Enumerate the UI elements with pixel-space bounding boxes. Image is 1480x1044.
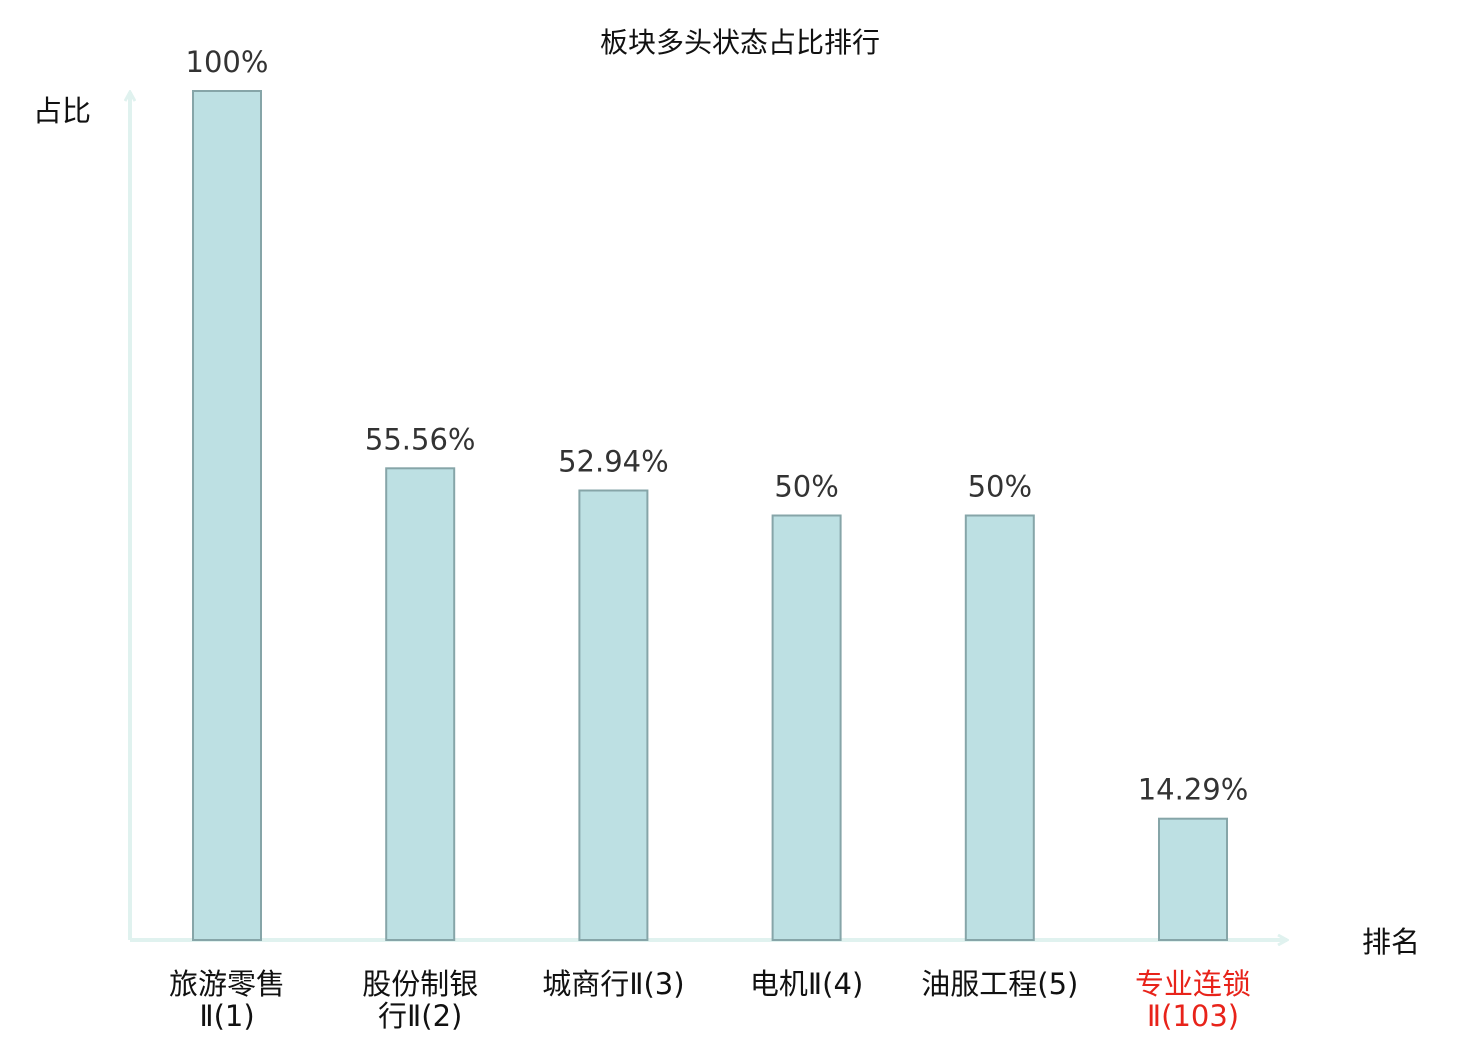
category-label-6-line-2: Ⅱ(103) — [1147, 999, 1239, 1033]
bar-5 — [964, 514, 1035, 941]
bar-1 — [192, 90, 262, 941]
value-label-2: 55.56% — [365, 422, 476, 456]
value-label-6: 14.29% — [1138, 773, 1249, 807]
chart-title: 板块多头状态占比排行 — [600, 26, 880, 59]
value-label-5: 50% — [968, 470, 1032, 504]
value-label-4: 50% — [774, 470, 838, 504]
x-axis-label: 排名 — [1362, 925, 1420, 959]
category-label-2-line-2: 行Ⅱ(2) — [378, 999, 462, 1033]
bar-2 — [385, 467, 456, 941]
category-label-5: 油服工程(5) — [921, 967, 1078, 1001]
y-axis-label: 占比 — [33, 94, 91, 128]
category-label-2: 股份制银 — [362, 967, 478, 1001]
bar-3 — [578, 489, 649, 941]
value-label-3: 52.94% — [558, 445, 669, 479]
category-label-1: 旅游零售 — [169, 967, 285, 1001]
bar-6 — [1158, 817, 1228, 942]
bar-4 — [771, 514, 842, 941]
category-label-4: 电机Ⅱ(4) — [750, 967, 863, 1001]
value-label-1: 100% — [186, 45, 269, 79]
category-label-3: 城商行Ⅱ(3) — [542, 967, 684, 1001]
category-label-1-line-2: Ⅱ(1) — [199, 999, 254, 1033]
category-label-6: 专业连锁 — [1135, 967, 1251, 1001]
